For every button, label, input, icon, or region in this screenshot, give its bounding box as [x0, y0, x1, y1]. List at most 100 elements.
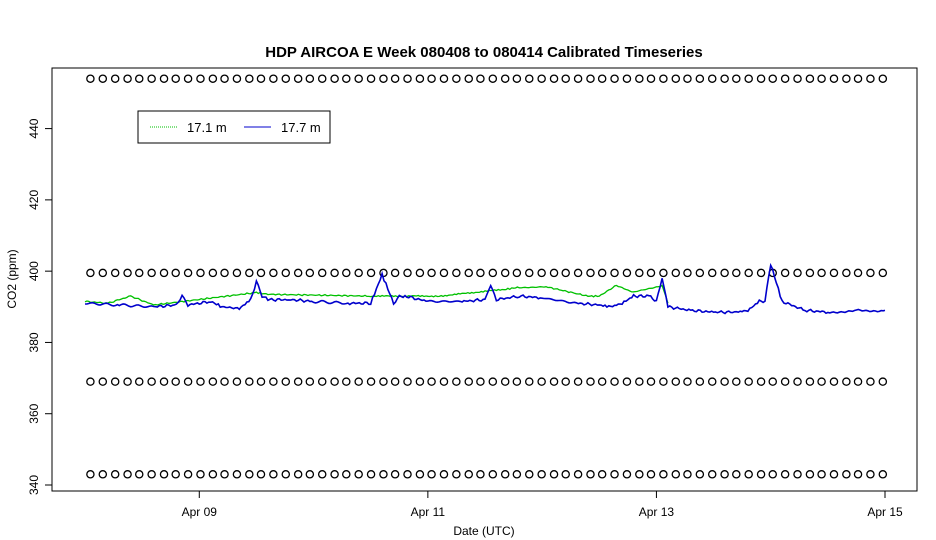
- calibration-marker: [597, 470, 607, 479]
- calibration-marker: [780, 74, 790, 83]
- calibration-marker: [134, 470, 144, 479]
- calibration-marker: [342, 74, 351, 83]
- calibration-marker: [720, 268, 729, 278]
- calibration-marker: [829, 74, 839, 83]
- calibration-marker: [464, 268, 473, 278]
- calibration-marker: [878, 470, 888, 479]
- calibration-marker: [817, 74, 826, 83]
- calibration-marker: [330, 268, 339, 278]
- calibration-marker: [646, 74, 656, 83]
- calibration-marker: [147, 268, 156, 278]
- calibration-marker: [439, 470, 449, 479]
- y-tick-label: 400: [27, 261, 41, 281]
- calibration-marker: [512, 377, 522, 386]
- calibration-marker: [537, 74, 546, 83]
- calibration-marker: [171, 74, 180, 83]
- calibration-marker: [415, 377, 425, 386]
- calibration-marker: [525, 470, 534, 479]
- calibration-marker: [683, 74, 692, 83]
- calibration-markers: [86, 74, 888, 479]
- calibration-marker: [610, 377, 619, 386]
- calibration-marker: [317, 268, 327, 278]
- calibration-marker: [390, 268, 400, 278]
- calibration-marker: [232, 74, 242, 83]
- calibration-marker: [842, 268, 851, 278]
- calibration-marker: [439, 74, 449, 83]
- calibration-marker: [512, 470, 522, 479]
- x-axis: Apr 09 Apr 11 Apr 13 Apr 15: [182, 490, 903, 519]
- calibration-marker: [147, 377, 156, 386]
- calibration-marker: [208, 470, 218, 479]
- calibration-marker: [683, 470, 692, 479]
- calibration-marker: [768, 470, 777, 479]
- calibration-marker: [256, 74, 266, 83]
- calibration-marker: [683, 268, 692, 278]
- calibration-marker: [805, 377, 815, 386]
- calibration-marker: [330, 377, 339, 386]
- calibration-marker: [525, 377, 534, 386]
- calibration-marker: [330, 74, 339, 83]
- calibration-marker: [293, 377, 303, 386]
- series-layer: [84, 262, 886, 315]
- calibration-marker: [110, 74, 120, 83]
- x-axis-label: Date (UTC): [453, 524, 514, 538]
- calibration-marker: [659, 470, 668, 479]
- y-axis: 340 360 380 400 420 440: [27, 118, 53, 495]
- chart-title: HDP AIRCOA E Week 080408 to 080414 Calib…: [265, 44, 702, 61]
- calibration-marker: [610, 470, 619, 479]
- calibration-marker: [732, 377, 741, 386]
- calibration-marker: [744, 377, 753, 386]
- calibration-marker: [452, 377, 461, 386]
- calibration-marker: [134, 74, 144, 83]
- calibration-marker: [573, 74, 583, 83]
- calibration-marker: [354, 268, 363, 278]
- calibration-marker: [123, 268, 132, 278]
- calibration-marker: [366, 268, 376, 278]
- calibration-marker: [512, 268, 522, 278]
- calibration-marker: [232, 268, 242, 278]
- calibration-marker: [293, 470, 303, 479]
- calibration-marker: [305, 377, 315, 386]
- calibration-marker: [452, 470, 461, 479]
- calibration-marker: [110, 470, 120, 479]
- calibration-marker: [134, 268, 144, 278]
- calibration-marker: [183, 377, 193, 386]
- calibration-marker: [427, 74, 436, 83]
- calibration-marker: [842, 377, 851, 386]
- x-tick-label: Apr 09: [182, 505, 218, 519]
- calibration-marker: [829, 377, 839, 386]
- calibration-marker: [86, 377, 95, 386]
- calibration-marker: [793, 377, 802, 386]
- calibration-marker: [793, 268, 802, 278]
- calibration-marker: [147, 470, 156, 479]
- calibration-marker: [866, 74, 875, 83]
- calibration-marker: [354, 377, 363, 386]
- calibration-marker: [245, 470, 254, 479]
- calibration-marker: [342, 377, 351, 386]
- calibration-marker: [866, 377, 875, 386]
- calibration-marker: [464, 470, 473, 479]
- calibration-marker: [622, 74, 632, 83]
- calibration-marker: [756, 470, 766, 479]
- calibration-marker: [452, 268, 461, 278]
- calibration-marker: [439, 268, 449, 278]
- calibration-marker: [549, 268, 559, 278]
- calibration-marker: [512, 74, 522, 83]
- calibration-marker: [488, 268, 498, 278]
- calibration-marker: [183, 74, 193, 83]
- y-tick-label: 340: [27, 475, 41, 495]
- calibration-marker: [720, 470, 729, 479]
- calibration-marker: [476, 470, 485, 479]
- y-tick-label: 360: [27, 403, 41, 423]
- calibration-marker: [476, 268, 485, 278]
- calibration-marker: [317, 377, 327, 386]
- calibration-marker: [208, 377, 218, 386]
- calibration-marker: [573, 268, 583, 278]
- calibration-marker: [744, 470, 753, 479]
- calibration-marker: [549, 74, 559, 83]
- calibration-marker: [123, 470, 132, 479]
- calibration-marker: [147, 74, 156, 83]
- calibration-marker: [245, 377, 254, 386]
- calibration-marker: [817, 268, 826, 278]
- legend: 17.1 m 17.7 m: [137, 110, 331, 144]
